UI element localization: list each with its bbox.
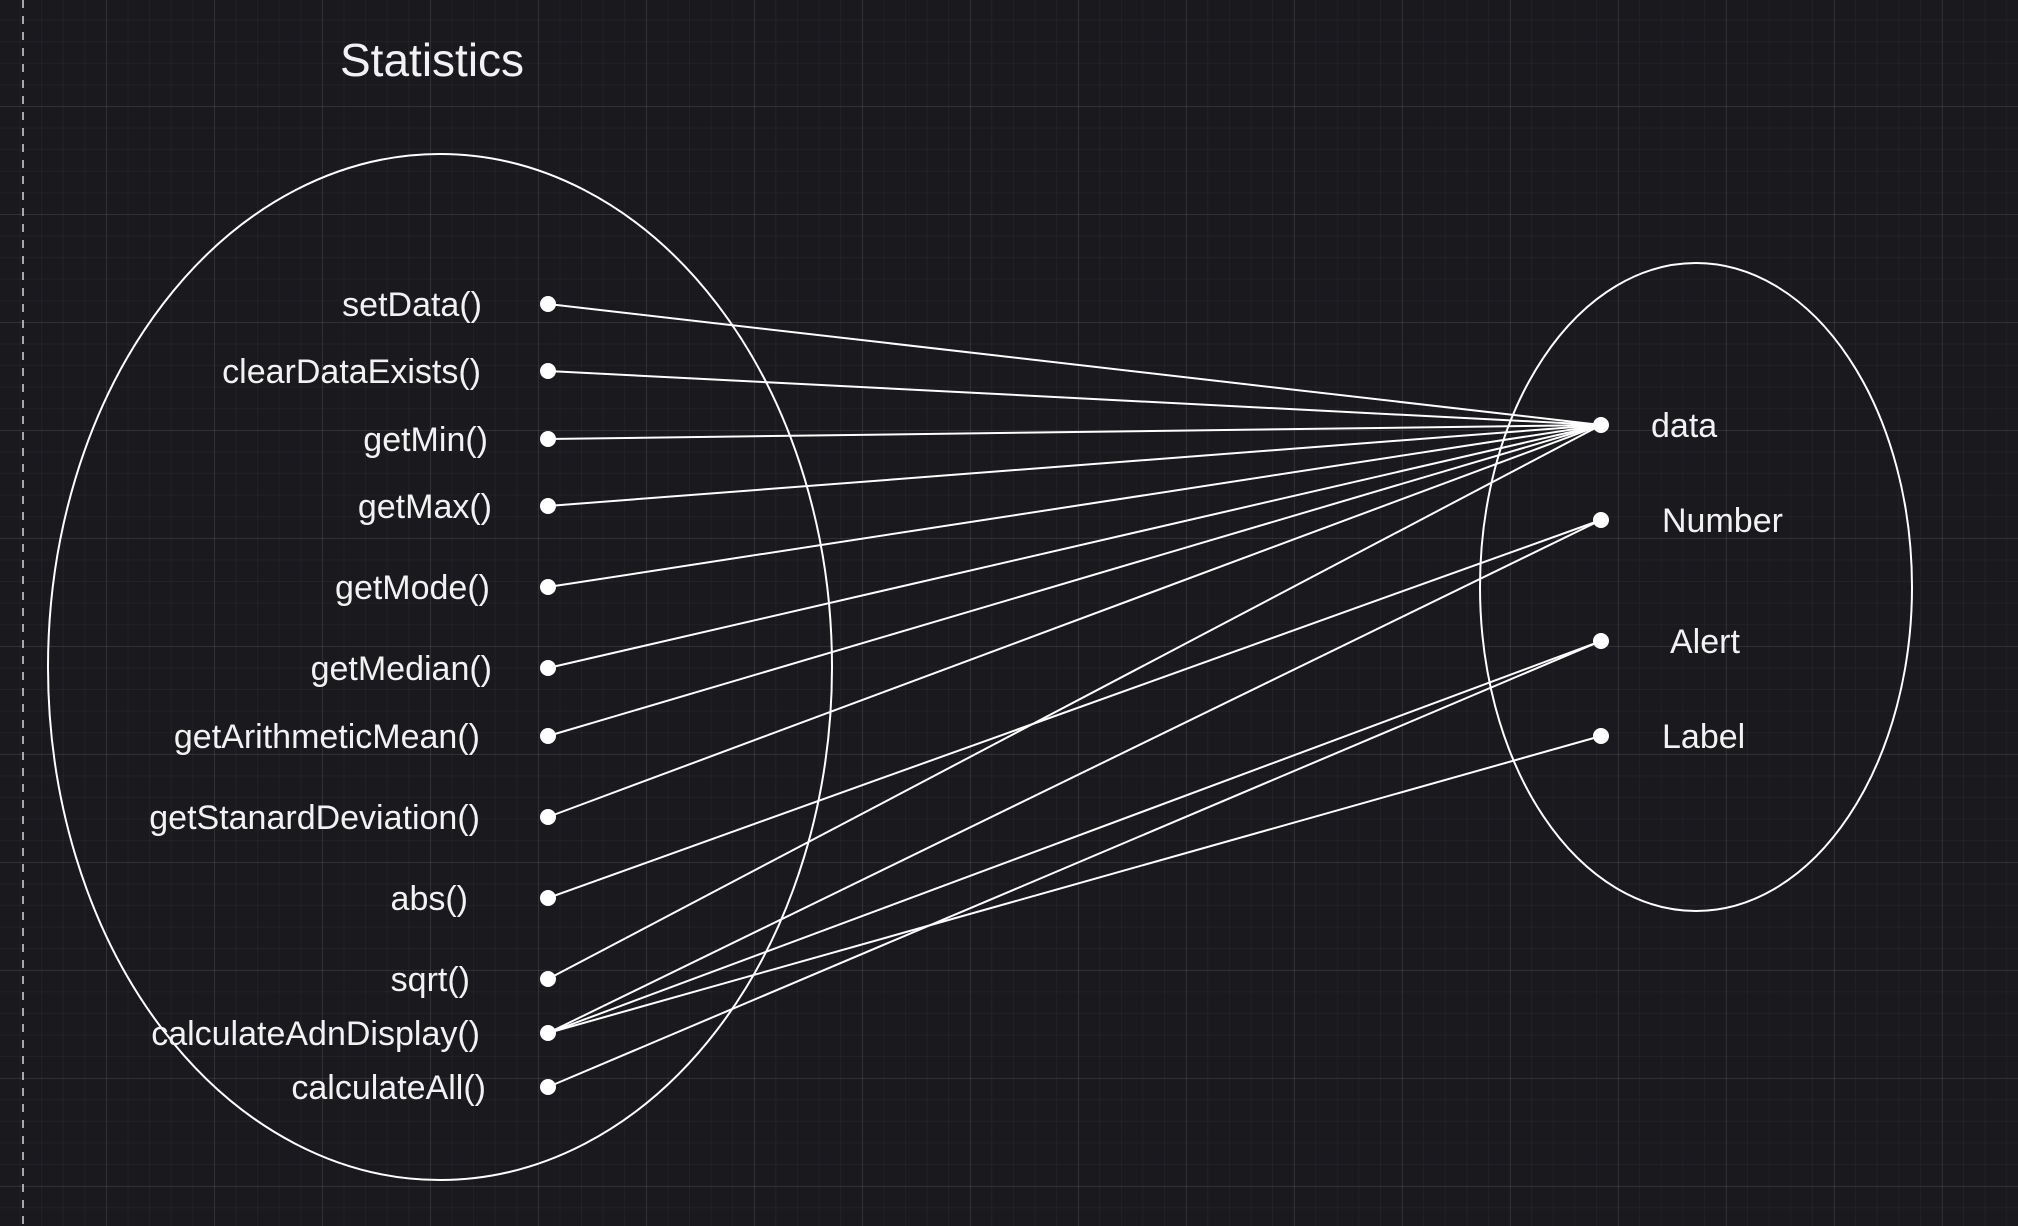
member-label-number: Number (1662, 502, 1783, 540)
connection-get-stanard-deviation-to-data (547, 424, 1602, 818)
method-label-calculate-adn-display: calculateAdnDisplay() (151, 1015, 480, 1053)
method-dot-calculate-all (540, 1079, 556, 1095)
connection-sqrt-to-data (547, 424, 1602, 980)
member-label-alert: Alert (1670, 623, 1740, 661)
method-label-get-arithmetic-mean: getArithmeticMean() (174, 718, 480, 756)
connection-get-median-to-data (547, 424, 1602, 669)
method-dot-get-max (540, 498, 556, 514)
member-dot-label (1593, 728, 1609, 744)
members-ellipse (1479, 262, 1913, 912)
method-label-set-data: setData() (342, 286, 482, 324)
connection-calculate-adn-display-to-number (547, 519, 1602, 1034)
method-nodes: setData() clearDataExists() getMin() getMax… (149, 286, 556, 1107)
diagram-title: Statistics (340, 34, 524, 86)
connection-calculate-adn-display-to-label (547, 735, 1602, 1034)
method-label-get-median: getMedian() (311, 650, 492, 688)
method-label-get-min: getMin() (363, 421, 488, 459)
method-dot-sqrt (540, 971, 556, 987)
member-label-label: Label (1662, 718, 1745, 756)
connection-calculate-adn-display-to-alert (547, 640, 1602, 1034)
connection-set-data-to-data (547, 303, 1602, 426)
connection-get-min-to-data (547, 424, 1602, 440)
method-dot-get-min (540, 431, 556, 447)
method-dot-get-mode (540, 579, 556, 595)
method-dot-get-arithmetic-mean (540, 728, 556, 744)
method-dot-set-data (540, 296, 556, 312)
method-label-calculate-all: calculateAll() (291, 1069, 486, 1107)
method-dot-calculate-adn-display (540, 1025, 556, 1041)
method-dot-get-stanard-deviation (540, 809, 556, 825)
methods-ellipse (47, 153, 833, 1181)
connection-get-max-to-data (547, 424, 1602, 507)
method-label-get-max: getMax() (358, 488, 492, 526)
method-dot-clear-data-exists (540, 363, 556, 379)
member-dot-data (1593, 417, 1609, 433)
method-label-get-stanard-deviation: getStanardDeviation() (149, 799, 480, 837)
connection-get-mode-to-data (547, 424, 1602, 588)
member-nodes: data Number Alert Label (1593, 407, 1783, 756)
connection-clear-data-exists-to-data (547, 370, 1602, 426)
method-label-sqrt: sqrt() (391, 961, 470, 999)
connection-abs-to-number (547, 519, 1602, 899)
member-dot-alert (1593, 633, 1609, 649)
method-label-abs: abs() (391, 880, 468, 918)
connection-lines (547, 303, 1602, 1088)
connection-calculate-all-to-alert (547, 640, 1602, 1088)
method-dot-get-median (540, 660, 556, 676)
method-label-get-mode: getMode() (335, 569, 490, 607)
method-dot-abs (540, 890, 556, 906)
member-dot-number (1593, 512, 1609, 528)
method-label-clear-data-exists: clearDataExists() (222, 353, 481, 391)
connection-get-arithmetic-mean-to-data (547, 424, 1602, 737)
member-label-data: data (1651, 407, 1717, 445)
